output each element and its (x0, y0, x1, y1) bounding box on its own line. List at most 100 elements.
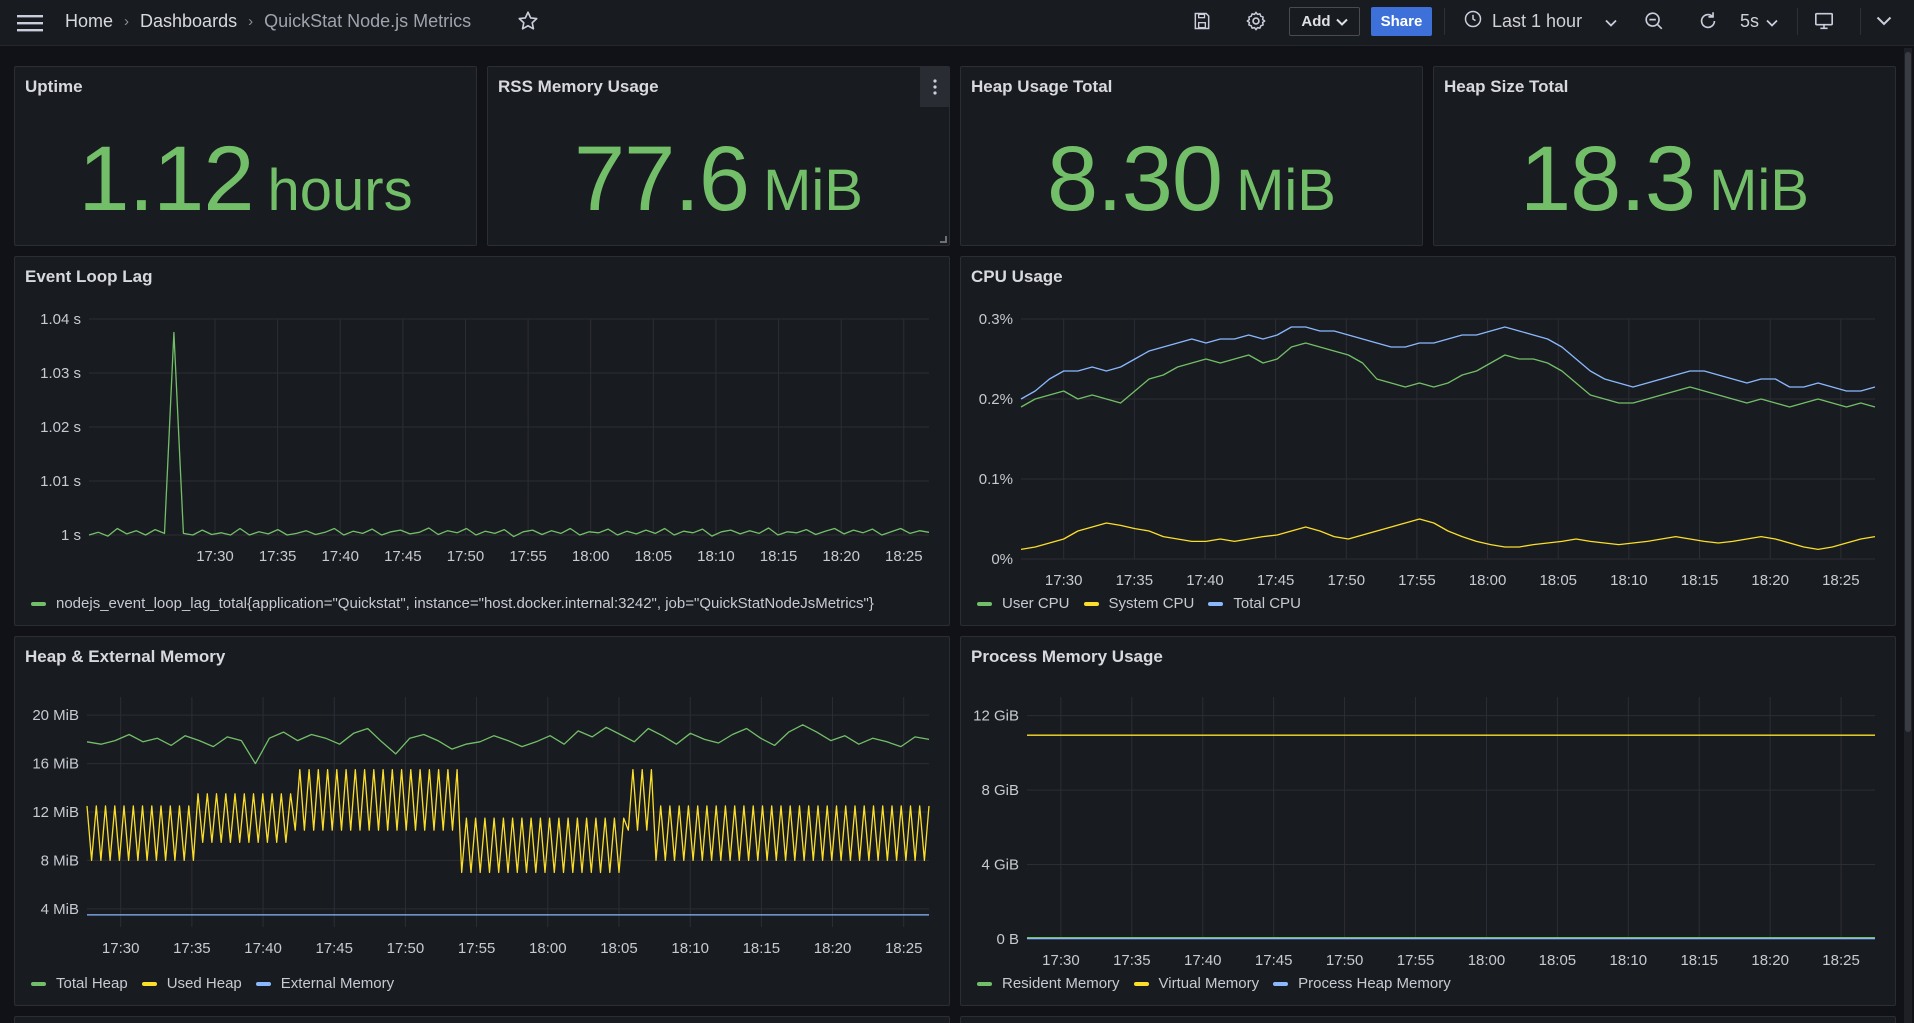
heap-external-memory-chart: 4 MiB 8 MiB 12 MiB 16 MiB 20 MiB 17:30 17:35 17… (32, 697, 930, 957)
cpu-usage-panel[interactable]: CPU Usage 0% 0.1% 0.2% 0.3% 17:30 17:35 17:40 1… (960, 256, 1896, 626)
y-tick-label: 0 B (996, 931, 1019, 948)
x-tick-label: 17:50 (1328, 572, 1366, 589)
refresh-interval-picker[interactable]: 5s (1740, 6, 1778, 36)
y-tick-label: 20 MiB (32, 707, 79, 724)
panel-title: CPU Usage (971, 267, 1063, 286)
stat-unit: MiB (1709, 158, 1809, 223)
x-tick-label: 17:30 (1042, 952, 1080, 969)
legend-label: Used Heap (166, 975, 242, 992)
stat-number: 8.30 (1047, 128, 1223, 230)
save-icon[interactable] (1185, 6, 1219, 36)
time-range-picker[interactable]: Last 1 hour (1463, 6, 1617, 36)
top-navbar: Home › Dashboards › QuickStat Node.js Me… (0, 0, 1914, 46)
x-tick-label: 17:35 (173, 940, 211, 957)
x-tick-label: 17:45 (384, 548, 422, 565)
x-tick-label: 17:30 (196, 548, 234, 565)
breadcrumb-home[interactable]: Home (65, 10, 114, 31)
add-button[interactable]: Add (1289, 7, 1360, 36)
y-tick-label: 0.2% (979, 391, 1013, 408)
more-vertical-icon[interactable] (920, 67, 949, 107)
y-tick-label: 1.02 s (40, 419, 81, 436)
stat-value: 77.6 MiB (488, 127, 949, 232)
event-loop-lag-panel[interactable]: Event Loop Lag 1 s 1.01 s 1.02 s 1.03 s 1.04… (14, 256, 950, 626)
legend-item[interactable]: Used Heap (141, 975, 242, 992)
add-button-label: Add (1301, 13, 1331, 30)
legend-swatch (1208, 601, 1224, 606)
legend-item[interactable]: nodejs_event_loop_lag_total{application=… (31, 595, 874, 612)
y-tick-label: 1.01 s (40, 473, 81, 490)
stat-number: 1.12 (78, 128, 254, 230)
y-tick-label: 12 MiB (32, 804, 79, 821)
chevron-down-icon[interactable] (1867, 6, 1901, 36)
uptime-panel[interactable]: Uptime 1.12 hours (14, 66, 477, 246)
legend-label: System CPU (1108, 595, 1195, 612)
x-tick-label: 18:15 (743, 940, 781, 957)
x-tick-label: 17:35 (1116, 572, 1154, 589)
star-icon[interactable] (514, 8, 542, 34)
scrollbar-thumb[interactable] (1905, 52, 1911, 732)
tv-mode-icon[interactable] (1807, 6, 1841, 36)
breadcrumb-dashboards[interactable]: Dashboards (140, 10, 238, 31)
x-tick-label: 18:10 (1610, 952, 1648, 969)
x-tick-label: 17:40 (321, 548, 359, 565)
y-tick-label: 16 MiB (32, 756, 79, 773)
legend-swatch (977, 601, 992, 606)
process-memory-panel[interactable]: Process Memory Usage 0 B 4 GiB 8 GiB 12 GiB… (960, 636, 1896, 1006)
y-tick-label: 4 GiB (981, 857, 1019, 874)
x-tick-label: 17:40 (1186, 572, 1224, 589)
legend-item[interactable]: External Memory (255, 975, 395, 992)
legend-label: nodejs_event_loop_lag_total{application=… (56, 595, 874, 612)
legend-swatch (31, 981, 46, 986)
chevron-right-icon: › (124, 12, 130, 30)
panel-title: Heap Size Total (1444, 77, 1569, 96)
x-tick-label: 18:20 (814, 940, 852, 957)
y-tick-label: 1.03 s (40, 365, 81, 382)
x-tick-label: 17:55 (509, 548, 547, 565)
zoom-out-icon[interactable] (1637, 6, 1671, 36)
legend-label: Virtual Memory (1158, 975, 1260, 992)
legend-item[interactable]: Total CPU (1208, 595, 1301, 612)
x-tick-label: 17:55 (1397, 952, 1435, 969)
series-line-nodejs-event-loop-lag-total (88, 331, 930, 538)
legend-label: External Memory (280, 975, 395, 992)
y-tick-label: 8 GiB (981, 782, 1019, 799)
heap-usage-panel[interactable]: Heap Usage Total 8.30 MiB (960, 66, 1423, 246)
legend-item[interactable]: System CPU (1083, 595, 1195, 612)
heap-size-panel[interactable]: Heap Size Total 18.3 MiB (1433, 66, 1896, 246)
chevron-down-icon (1766, 11, 1778, 32)
panel-title: Heap & External Memory (25, 647, 226, 666)
x-tick-label: 18:05 (600, 940, 638, 957)
x-tick-label: 17:50 (1326, 952, 1364, 969)
legend-item[interactable]: Process Heap Memory (1273, 975, 1451, 992)
panel-title: Uptime (25, 77, 83, 96)
menu-icon[interactable] (14, 9, 46, 37)
y-tick-label: 4 MiB (41, 901, 79, 918)
x-tick-label: 18:15 (1680, 952, 1718, 969)
x-tick-label: 17:35 (259, 548, 297, 565)
clock-icon (1463, 9, 1483, 34)
legend-item[interactable]: Total Heap (31, 975, 128, 992)
x-tick-label: 18:00 (1469, 572, 1507, 589)
rss-memory-panel[interactable]: RSS Memory Usage 77.6 MiB (487, 66, 950, 246)
heap-external-memory-panel[interactable]: Heap & External Memory 4 MiB 8 MiB 12 MiB 1… (14, 636, 950, 1006)
legend-item[interactable]: Virtual Memory (1133, 975, 1260, 992)
x-tick-label: 18:15 (1681, 572, 1719, 589)
legend-item[interactable]: Resident Memory (977, 975, 1120, 992)
chevron-down-icon (1605, 11, 1617, 32)
series-line-total-heap (86, 724, 930, 765)
legend-label: Total CPU (1233, 595, 1301, 612)
chevron-right-icon: › (248, 12, 254, 30)
resize-handle[interactable] (940, 236, 947, 243)
legend-label: Process Heap Memory (1298, 975, 1451, 992)
share-button[interactable]: Share (1371, 7, 1432, 36)
series-line-system-cpu (1020, 518, 1876, 551)
x-tick-label: 18:20 (1751, 572, 1789, 589)
process-memory-chart: 0 B 4 GiB 8 GiB 12 GiB 17:30 17:35 17:40 17:45 1… (973, 697, 1875, 969)
x-tick-label: 17:50 (447, 548, 485, 565)
legend-item[interactable]: User CPU (977, 595, 1070, 612)
series-line-total-cpu (1020, 326, 1876, 400)
gear-icon[interactable] (1239, 6, 1273, 36)
refresh-icon[interactable] (1691, 6, 1725, 36)
y-tick-label: 0% (991, 551, 1013, 568)
legend-swatch (31, 601, 46, 606)
